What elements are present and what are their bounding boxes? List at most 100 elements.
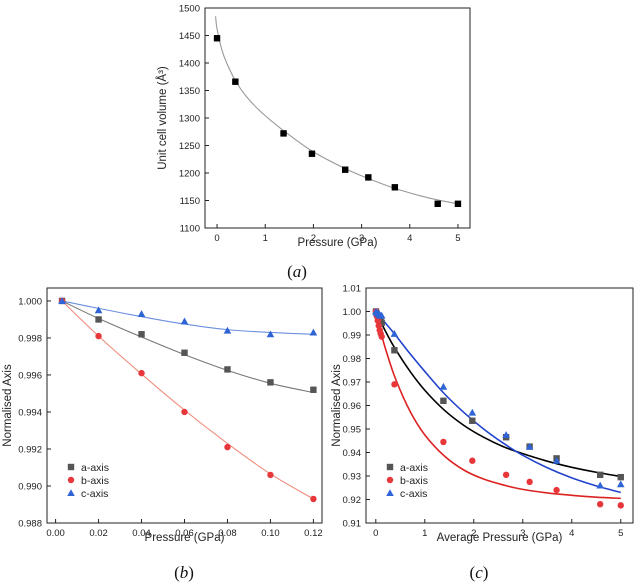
panel-a-volume-chart: 0 1 2 3 4 5 1100 1150 1200 1250 1300 1350 1400 1450 15…: [156, 3, 471, 281]
data-point: [365, 174, 372, 181]
y-tick-label: 0.990: [18, 481, 42, 492]
series-volume: [213, 35, 462, 207]
data-point: [391, 184, 399, 191]
data-point: [378, 319, 385, 326]
x-tick-label: 0.12: [304, 528, 323, 539]
data-point: [374, 317, 381, 324]
fit-line-1: [375, 311, 621, 500]
y-tick-label: 0.98: [343, 354, 362, 365]
x-tick-label: 0: [214, 233, 219, 244]
paren-close: ): [188, 563, 194, 582]
x-tick-label: 4: [407, 233, 412, 244]
data-point: [434, 200, 441, 207]
fit-line-0: [215, 16, 459, 205]
y-tick-label: 1150: [180, 196, 200, 207]
data-point: [342, 166, 349, 173]
paren-close: ): [483, 563, 489, 582]
series-c-axis: [58, 297, 318, 338]
paren-open: (: [287, 262, 293, 281]
panel-letter: c: [475, 563, 483, 582]
data-point: [266, 330, 275, 338]
panel-label: (c): [470, 563, 489, 582]
y-tick-label: 1200: [179, 168, 200, 179]
paren-close: ): [301, 262, 307, 281]
legend-marker: [386, 463, 394, 471]
legend-label: b-axis: [400, 475, 428, 487]
plot-frame: [204, 7, 471, 229]
y-tick-label: 0.93: [343, 471, 362, 482]
x-tick-label: 0.06: [175, 528, 194, 539]
data-point: [439, 382, 448, 390]
legend-marker: [67, 476, 75, 484]
data-point: [309, 328, 318, 336]
data-point: [617, 502, 624, 509]
y-tick-label: 1.00: [343, 307, 362, 318]
y-tick-label: 0.95: [343, 424, 362, 435]
legend-marker: [386, 489, 394, 497]
x-tick-label: 5: [455, 233, 460, 244]
x-tick-label: 0.04: [132, 528, 151, 539]
x-tick-label: 1: [263, 233, 268, 244]
series-a-axis: [372, 308, 624, 481]
data-point: [138, 331, 145, 338]
data-point: [526, 478, 533, 486]
data-point: [308, 150, 316, 157]
data-point: [224, 366, 231, 373]
data-point: [596, 481, 604, 489]
data-point: [267, 379, 274, 386]
x-tick-label: 0.10: [261, 528, 280, 539]
data-point: [469, 457, 476, 464]
y-tick-label: 1250: [179, 141, 200, 152]
data-point: [596, 471, 604, 479]
y-tick-label: 0.988: [18, 518, 42, 529]
data-point: [224, 443, 231, 451]
x-tick-label: 0.08: [218, 528, 237, 539]
y-tick-label: 0.94: [343, 448, 362, 459]
data-point: [232, 78, 239, 85]
y-tick-label: 0.97: [343, 377, 362, 388]
data-point: [181, 349, 188, 356]
data-point: [502, 431, 510, 438]
y-tick-label: 1.000: [18, 296, 42, 307]
y-tick-label: 1500: [179, 3, 200, 14]
legend-marker: [67, 489, 75, 497]
data-point: [378, 333, 385, 340]
x-tick-label: 0.02: [89, 528, 108, 539]
x-tick-label: 2: [471, 528, 476, 539]
x-tick-label: 2: [311, 233, 316, 244]
fit-line-0: [61, 300, 314, 394]
data-point: [502, 471, 510, 479]
y-axis-label: Normalised Axis: [331, 364, 343, 447]
data-point: [552, 456, 561, 464]
data-point: [310, 495, 317, 503]
y-tick-label: 0.92: [343, 495, 362, 506]
y-tick-label: 1.01: [343, 283, 362, 294]
data-point: [181, 408, 188, 416]
y-tick-label: 0.998: [18, 333, 42, 344]
x-axis-label: Average Pressure (GPa): [437, 532, 563, 544]
data-point: [213, 35, 221, 42]
data-point: [616, 480, 625, 488]
data-point: [525, 442, 534, 450]
x-tick-label: 5: [618, 528, 623, 539]
data-point: [58, 297, 66, 304]
x-tick-label: 0: [373, 528, 378, 539]
panel-b-low-pressure-axes-chart: 0.00 0.02 0.04 0.06 0.08 0.10 0.12 0.988 0.990 0.…: [2, 287, 323, 582]
data-point: [469, 417, 476, 424]
data-point: [391, 381, 398, 388]
y-tick-label: 1450: [179, 31, 200, 42]
x-axis-label: Pressure (GPa): [298, 237, 378, 249]
legend-label: b-axis: [81, 475, 109, 487]
panel-letter: b: [180, 563, 189, 582]
legend-marker: [67, 463, 75, 471]
data-point: [377, 311, 386, 319]
x-tick-label: 3: [359, 233, 364, 244]
data-point: [310, 386, 317, 393]
data-point: [468, 408, 477, 416]
x-tick-label: 0.00: [46, 528, 65, 539]
paren-open: (: [470, 563, 476, 582]
y-tick-label: 0.994: [18, 407, 42, 418]
legend-marker: [386, 476, 394, 484]
data-point: [95, 332, 102, 340]
